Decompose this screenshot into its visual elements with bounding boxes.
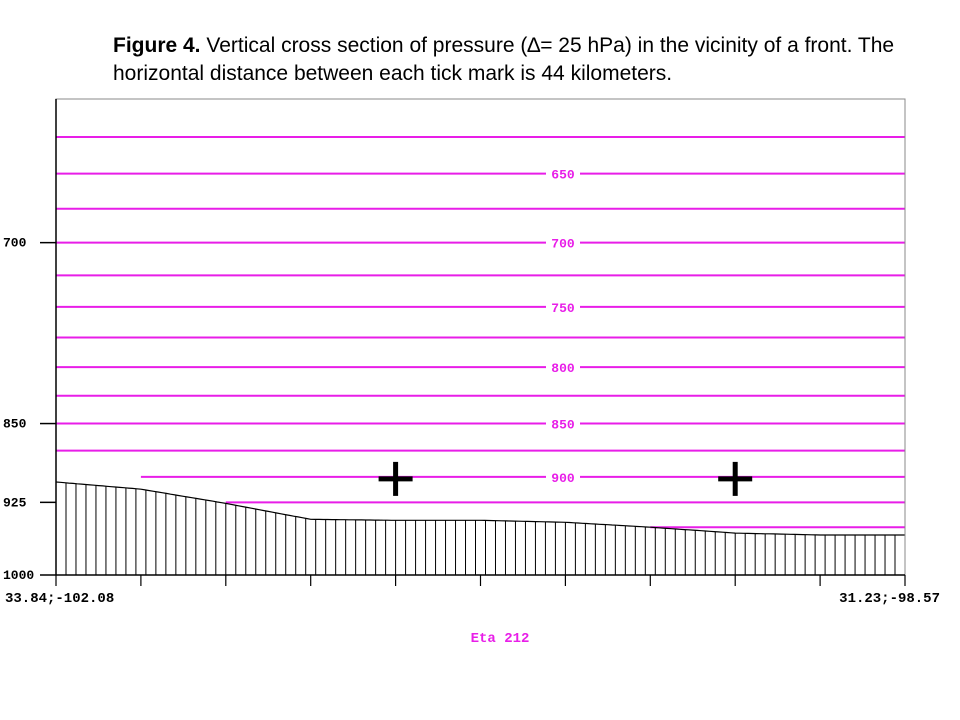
isobar-label-650: 650 xyxy=(551,168,575,183)
terrain-surface xyxy=(55,481,906,575)
isobar-labels: 650 700 750 800 850 900 xyxy=(551,168,575,486)
y-tick-label-1000: 1000 xyxy=(3,568,34,583)
delta-symbol: ∆ xyxy=(527,34,541,57)
surface-line xyxy=(55,481,905,536)
isobar-label-750: 750 xyxy=(551,301,575,316)
y-tick-label-850: 850 xyxy=(3,417,27,432)
plus-marker-1 xyxy=(378,461,413,496)
y-tick-label-700: 700 xyxy=(3,236,27,251)
markers xyxy=(378,461,753,496)
figure-caption: Figure 4. Vertical cross section of pres… xyxy=(113,32,913,88)
plus-marker-2 xyxy=(718,461,753,496)
figure-label: Figure 4. xyxy=(113,34,201,57)
isobar-label-700: 700 xyxy=(551,237,575,252)
caption-text-end: = 25 hPa) in the vicinity of a front. Th… xyxy=(113,34,895,85)
caption-text-start: Vertical cross section of pressure ( xyxy=(200,34,528,57)
isobar-label-800: 800 xyxy=(551,361,575,376)
x-label-end: 31.23;-98.57 xyxy=(839,591,940,607)
isobar-label-850: 850 xyxy=(551,418,575,433)
axes: 700 850 925 1000 33.84;-102.08 31.23;-98.57 xyxy=(3,99,940,607)
x-label-start: 33.84;-102.08 xyxy=(5,591,114,607)
isobar-lines xyxy=(56,136,905,529)
model-label: Eta 212 xyxy=(471,631,530,647)
isobar-label-900: 900 xyxy=(551,471,575,486)
y-tick-label-925: 925 xyxy=(3,495,27,510)
